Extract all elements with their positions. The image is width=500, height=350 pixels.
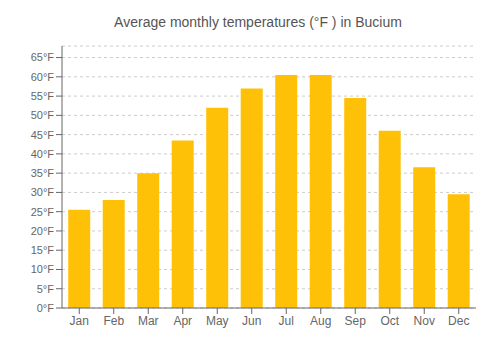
svg-text:Apr: Apr	[173, 314, 192, 328]
svg-text:Jul: Jul	[279, 314, 294, 328]
svg-text:Sep: Sep	[345, 314, 367, 328]
svg-text:30°F: 30°F	[31, 186, 55, 198]
svg-text:50°F: 50°F	[31, 109, 55, 121]
svg-text:40°F: 40°F	[31, 148, 55, 160]
svg-text:Dec: Dec	[448, 314, 469, 328]
svg-text:0°F: 0°F	[37, 302, 55, 314]
svg-text:Mar: Mar	[138, 314, 159, 328]
svg-text:60°F: 60°F	[31, 71, 55, 83]
svg-text:Jun: Jun	[242, 314, 261, 328]
svg-text:10°F: 10°F	[31, 263, 55, 275]
svg-text:May: May	[206, 314, 229, 328]
svg-text:Oct: Oct	[380, 314, 399, 328]
svg-text:65°F: 65°F	[31, 51, 55, 63]
svg-text:55°F: 55°F	[31, 90, 55, 102]
svg-text:25°F: 25°F	[31, 206, 55, 218]
html-text:Average monthly temperatures (: Average monthly temperatures (°F ) in Bu…	[114, 14, 402, 30]
svg-text:Feb: Feb	[103, 314, 124, 328]
svg-text:45°F: 45°F	[31, 129, 55, 141]
svg-text:Aug: Aug	[310, 314, 331, 328]
svg-text:15°F: 15°F	[31, 244, 55, 256]
svg-text:20°F: 20°F	[31, 225, 55, 237]
svg-text:5°F: 5°F	[37, 283, 55, 295]
svg-text:Jan: Jan	[70, 314, 89, 328]
svg-text:Nov: Nov	[414, 314, 435, 328]
svg-text:35°F: 35°F	[31, 167, 55, 179]
